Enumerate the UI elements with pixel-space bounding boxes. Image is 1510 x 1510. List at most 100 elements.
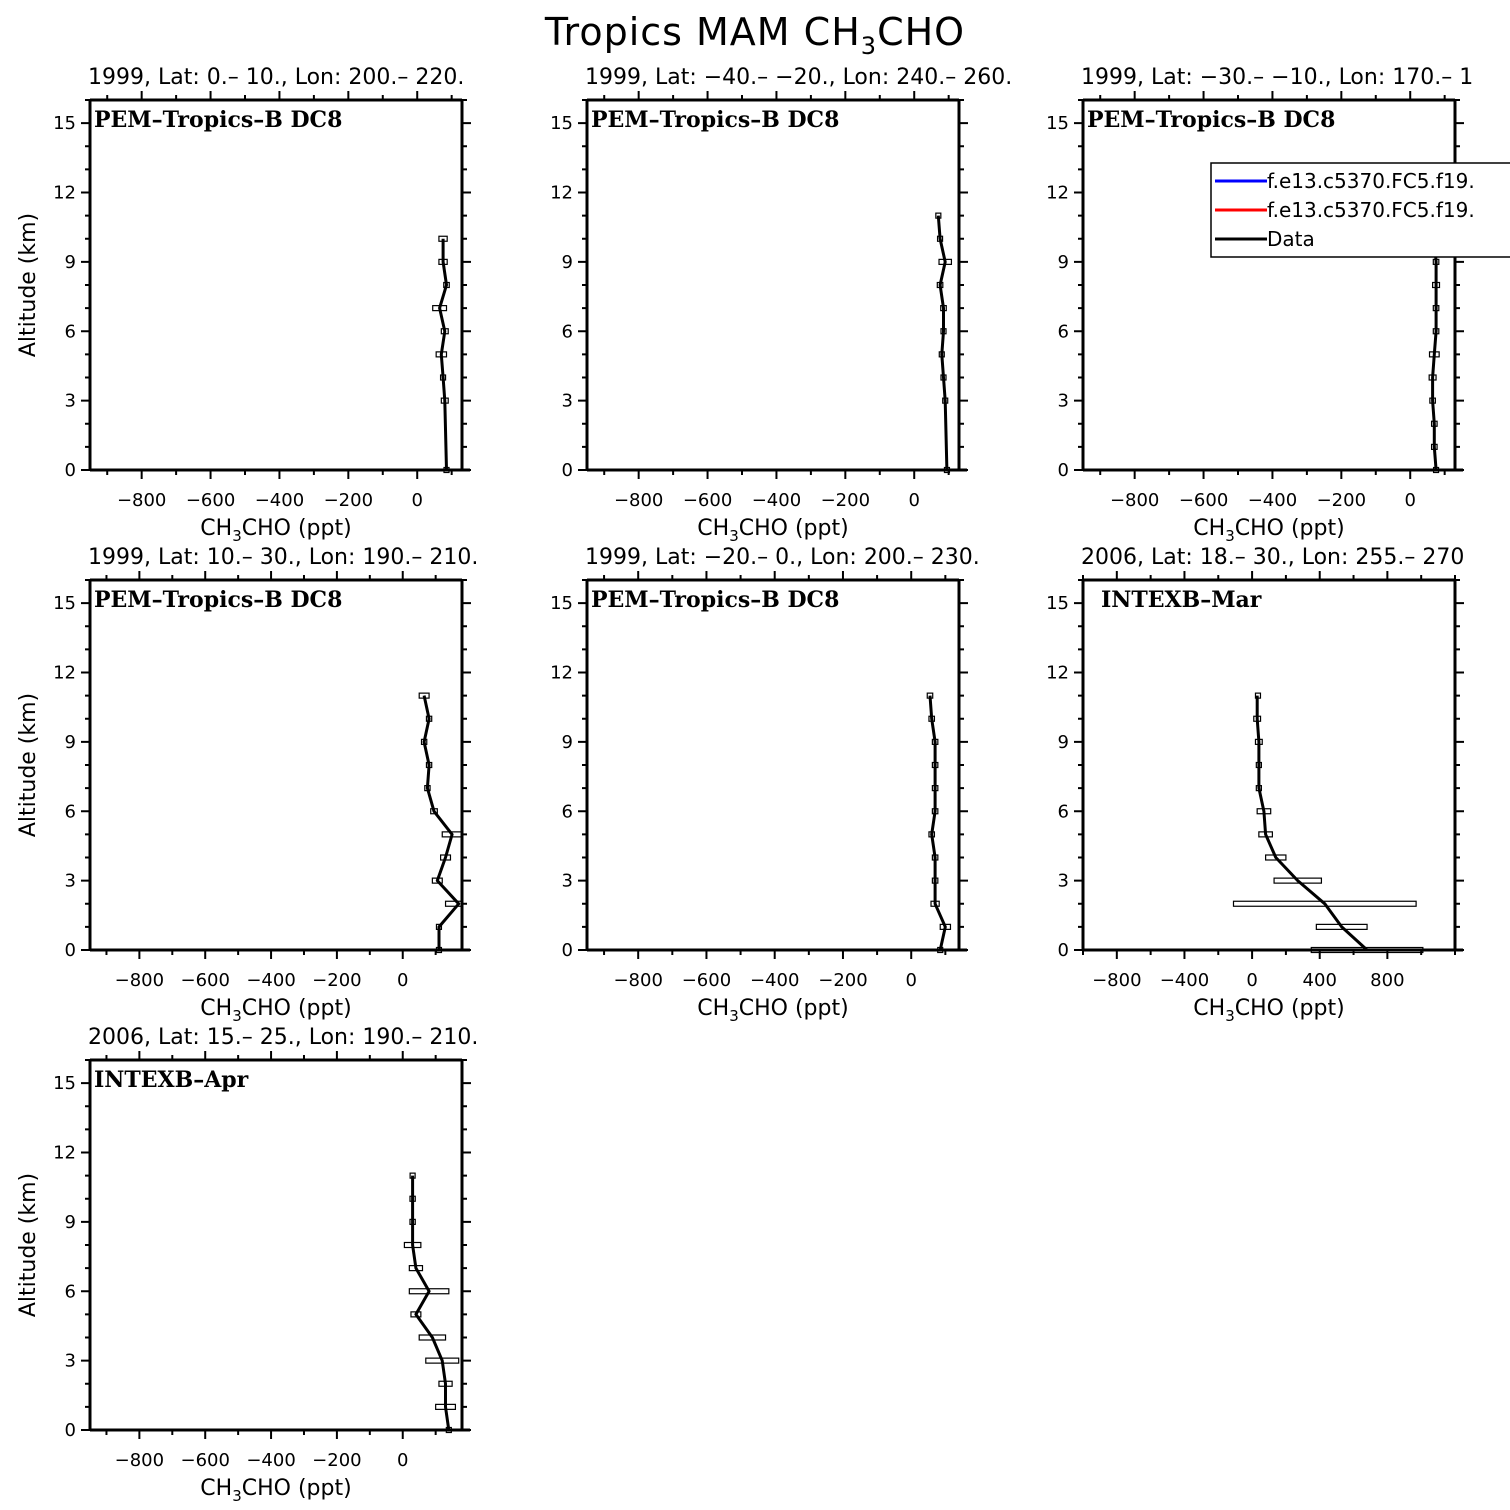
y-tick-label: 0 <box>562 940 573 961</box>
campaign-label: PEM–Tropics–B DC8 <box>94 107 342 133</box>
panel-title: 2006, Lat: 18.– 30., Lon: 255.– 270 <box>1081 545 1464 570</box>
x-tick-label: −600 <box>180 970 229 991</box>
x-axis-label: CH3CHO (ppt) <box>200 996 351 1025</box>
y-tick-label: 12 <box>1046 663 1069 684</box>
panel-3: 0 3 6 9 12 15 −800 −600 −400 −200 0 1999, Lat: −30.… <box>1046 65 1473 545</box>
x-tick-label: 800 <box>1370 970 1404 991</box>
x-tick-label: −800 <box>1110 490 1159 511</box>
x-tick-label: −400 <box>255 490 304 511</box>
data-line <box>1255 695 1369 952</box>
y-tick-label: 15 <box>53 593 76 614</box>
x-tick-label: −200 <box>821 490 870 511</box>
x-tick-label: −400 <box>1160 970 1209 991</box>
x-tick-label: −200 <box>312 1450 361 1471</box>
figure-title: Tropics MAM CH3CHO <box>544 10 965 60</box>
panel-title: 1999, Lat: 0.– 10., Lon: 200.– 220. <box>88 65 464 90</box>
y-tick-label: 12 <box>1046 183 1069 204</box>
x-axis-label: CH3CHO (ppt) <box>697 516 848 545</box>
x-tick-label: 0 <box>397 1450 408 1471</box>
campaign-label: INTEXB–Mar <box>1101 587 1262 613</box>
series-data <box>926 692 952 954</box>
series-data <box>935 212 953 474</box>
y-tick-label: 0 <box>1058 460 1069 481</box>
x-axis-label: CH3CHO (ppt) <box>1193 996 1344 1025</box>
y-tick-label: 0 <box>65 940 76 961</box>
y-tick-label: 15 <box>550 593 573 614</box>
y-axis-label: Altitude (km) <box>16 693 41 837</box>
x-tick-label: −200 <box>1317 490 1366 511</box>
y-tick-label: 6 <box>65 321 76 342</box>
series-data <box>403 1172 460 1434</box>
y-tick-label: 6 <box>1058 321 1069 342</box>
data-line <box>438 238 448 471</box>
y-tick-label: 3 <box>1058 391 1069 412</box>
x-tick-label: −400 <box>246 970 295 991</box>
data-line <box>928 695 947 951</box>
x-tick-label: −600 <box>683 490 732 511</box>
panel-title: 1999, Lat: −40.– −20., Lon: 240.– 260. <box>585 65 1012 90</box>
y-tick-label: 6 <box>1058 801 1069 822</box>
legend-label-3: Data <box>1267 227 1315 251</box>
y-tick-label: 6 <box>562 321 573 342</box>
y-tick-label: 3 <box>65 1351 76 1372</box>
y-tick-label: 15 <box>1046 593 1069 614</box>
x-axis-label: CH3CHO (ppt) <box>697 996 848 1025</box>
y-tick-label: 15 <box>1046 113 1069 134</box>
y-tick-label: 12 <box>550 663 573 684</box>
y-tick-label: 0 <box>1058 940 1069 961</box>
y-tick-label: 12 <box>53 1143 76 1164</box>
y-tick-label: 9 <box>562 252 573 273</box>
panel-6: 0 3 6 9 12 15 −800 −400 0 400 800 2006, Lat: 18.– 3… <box>1046 545 1464 1025</box>
series-data <box>418 692 463 954</box>
x-tick-label: 0 <box>1246 970 1257 991</box>
x-tick-label: −600 <box>186 490 235 511</box>
x-tick-label: −400 <box>750 970 799 991</box>
y-tick-label: 6 <box>65 801 76 822</box>
x-tick-label: −400 <box>1248 490 1297 511</box>
y-tick-label: 6 <box>65 1281 76 1302</box>
x-tick-label: 0 <box>905 970 916 991</box>
y-tick-label: 0 <box>65 1420 76 1441</box>
panel-2: 0 3 6 9 12 15 −800 −600 −400 −200 0 1999, Lat: −40.… <box>550 65 1012 545</box>
y-tick-label: 3 <box>562 391 573 412</box>
x-axis-label: CH3CHO (ppt) <box>200 516 351 545</box>
campaign-label: PEM–Tropics–B DC8 <box>94 587 342 613</box>
x-tick-label: −800 <box>115 970 164 991</box>
data-line <box>422 695 461 950</box>
data-line <box>936 215 949 471</box>
campaign-label: PEM–Tropics–B DC8 <box>591 107 839 133</box>
x-tick-label: −800 <box>117 490 166 511</box>
y-tick-label: 9 <box>65 252 76 273</box>
panel-title: 1999, Lat: −30.– −10., Lon: 170.– 1 <box>1081 65 1473 90</box>
panel-title: 1999, Lat: −20.– 0., Lon: 200.– 230. <box>585 545 980 570</box>
y-tick-label: 3 <box>65 391 76 412</box>
y-tick-label: 9 <box>1058 732 1069 753</box>
panel-7: 0 3 6 9 12 15 −800 −600 −400 −200 0 2006, Lat: 15.–… <box>16 1025 478 1505</box>
x-tick-label: −800 <box>613 970 662 991</box>
series-data <box>1232 692 1424 954</box>
spread-box <box>1273 877 1323 884</box>
y-axis-label: Altitude (km) <box>16 213 41 357</box>
x-tick-label: −600 <box>1179 490 1228 511</box>
y-tick-label: 0 <box>562 460 573 481</box>
y-tick-label: 0 <box>65 460 76 481</box>
panel-title: 1999, Lat: 10.– 30., Lon: 190.– 210. <box>88 545 478 570</box>
x-tick-label: −400 <box>752 490 801 511</box>
y-tick-label: 12 <box>550 183 573 204</box>
y-axis-label: Altitude (km) <box>16 1173 41 1317</box>
data-line <box>1431 215 1438 471</box>
x-tick-label: 0 <box>908 490 919 511</box>
x-tick-label: 0 <box>411 490 422 511</box>
campaign-label: PEM–Tropics–B DC8 <box>1087 107 1335 133</box>
y-tick-label: 9 <box>562 732 573 753</box>
campaign-label: PEM–Tropics–B DC8 <box>591 587 839 613</box>
panel-4: 0 3 6 9 12 15 −800 −600 −400 −200 0 1999, Lat: 10.–… <box>16 545 478 1025</box>
legend-label-2: f.e13.c5370.FC5.f19. <box>1267 198 1475 222</box>
spread-box <box>444 900 463 907</box>
y-tick-label: 15 <box>550 113 573 134</box>
y-tick-label: 15 <box>53 1073 76 1094</box>
data-line <box>411 1175 451 1431</box>
panel-title: 2006, Lat: 15.– 25., Lon: 190.– 210. <box>88 1025 478 1050</box>
x-tick-label: −600 <box>682 970 731 991</box>
